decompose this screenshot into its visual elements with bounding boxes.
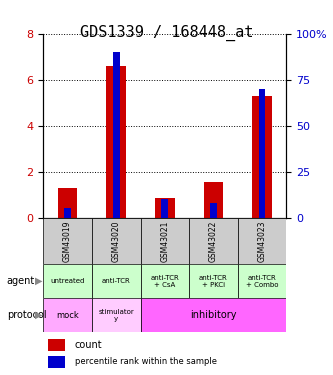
Text: untreated: untreated <box>50 278 85 284</box>
Text: GSM43022: GSM43022 <box>209 220 218 262</box>
Bar <box>43 298 92 332</box>
Bar <box>92 298 141 332</box>
Bar <box>238 264 286 298</box>
Text: GDS1339 / 168448_at: GDS1339 / 168448_at <box>80 24 253 40</box>
Bar <box>48 339 65 351</box>
Bar <box>162 199 168 217</box>
Text: anti-TCR
+ PKCi: anti-TCR + PKCi <box>199 275 228 288</box>
Bar <box>204 182 223 218</box>
Text: agent: agent <box>7 276 35 285</box>
Text: percentile rank within the sample: percentile rank within the sample <box>75 357 217 366</box>
Bar <box>189 217 238 264</box>
Text: mock: mock <box>56 310 79 320</box>
Bar <box>141 298 286 332</box>
Text: GSM43021: GSM43021 <box>160 220 169 262</box>
Bar <box>58 188 77 218</box>
Bar <box>141 217 189 264</box>
Text: GSM43019: GSM43019 <box>63 220 72 262</box>
Bar <box>92 217 141 264</box>
Bar <box>107 66 126 218</box>
Text: stimulator
y: stimulator y <box>98 309 134 321</box>
Text: anti-TCR
+ CsA: anti-TCR + CsA <box>151 275 179 288</box>
Bar <box>141 264 189 298</box>
Bar <box>43 217 92 264</box>
Bar <box>113 52 120 217</box>
Text: count: count <box>75 340 103 350</box>
Bar <box>252 96 272 218</box>
Bar <box>92 264 141 298</box>
Bar <box>43 264 92 298</box>
Bar <box>238 217 286 264</box>
Text: ▶: ▶ <box>35 276 42 285</box>
Text: ▶: ▶ <box>35 310 42 320</box>
Text: anti-TCR: anti-TCR <box>102 278 131 284</box>
Text: GSM43020: GSM43020 <box>112 220 121 262</box>
Bar <box>189 264 238 298</box>
Bar <box>48 356 65 368</box>
Bar <box>259 89 265 218</box>
Text: inhibitory: inhibitory <box>190 310 237 320</box>
Bar <box>155 198 174 217</box>
Text: protocol: protocol <box>7 310 46 320</box>
Text: GSM43023: GSM43023 <box>257 220 267 262</box>
Bar <box>64 209 71 218</box>
Bar <box>210 203 217 217</box>
Text: anti-TCR
+ Combo: anti-TCR + Combo <box>246 275 278 288</box>
